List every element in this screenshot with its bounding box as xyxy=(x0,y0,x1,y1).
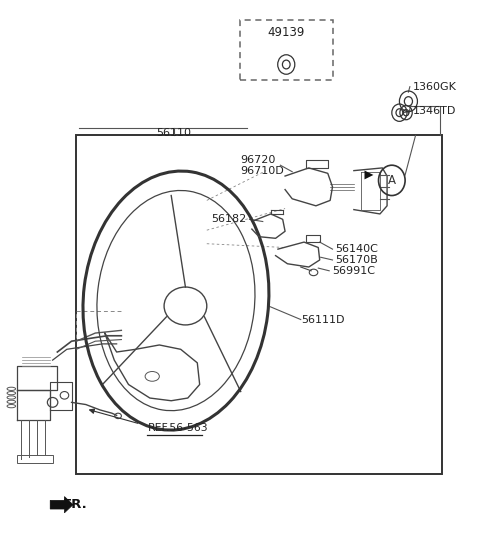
Bar xyxy=(17,455,53,463)
Text: 56110: 56110 xyxy=(156,127,191,138)
Text: 56170B: 56170B xyxy=(335,255,378,265)
Polygon shape xyxy=(50,497,73,513)
Text: 56111D: 56111D xyxy=(301,315,345,324)
Text: 56140C: 56140C xyxy=(335,244,378,254)
Text: FR.: FR. xyxy=(63,498,88,511)
Text: 96710D: 96710D xyxy=(240,166,284,176)
Text: 96720: 96720 xyxy=(240,155,276,165)
Text: 49139: 49139 xyxy=(267,26,305,38)
Text: A: A xyxy=(388,174,396,187)
Text: REF.56-563: REF.56-563 xyxy=(147,423,208,433)
Bar xyxy=(240,20,333,80)
Text: 56991C: 56991C xyxy=(333,266,375,276)
Bar xyxy=(76,136,442,474)
Text: 1346TD: 1346TD xyxy=(413,106,456,116)
Text: 56182: 56182 xyxy=(212,214,247,224)
Text: 1360GK: 1360GK xyxy=(413,82,457,92)
